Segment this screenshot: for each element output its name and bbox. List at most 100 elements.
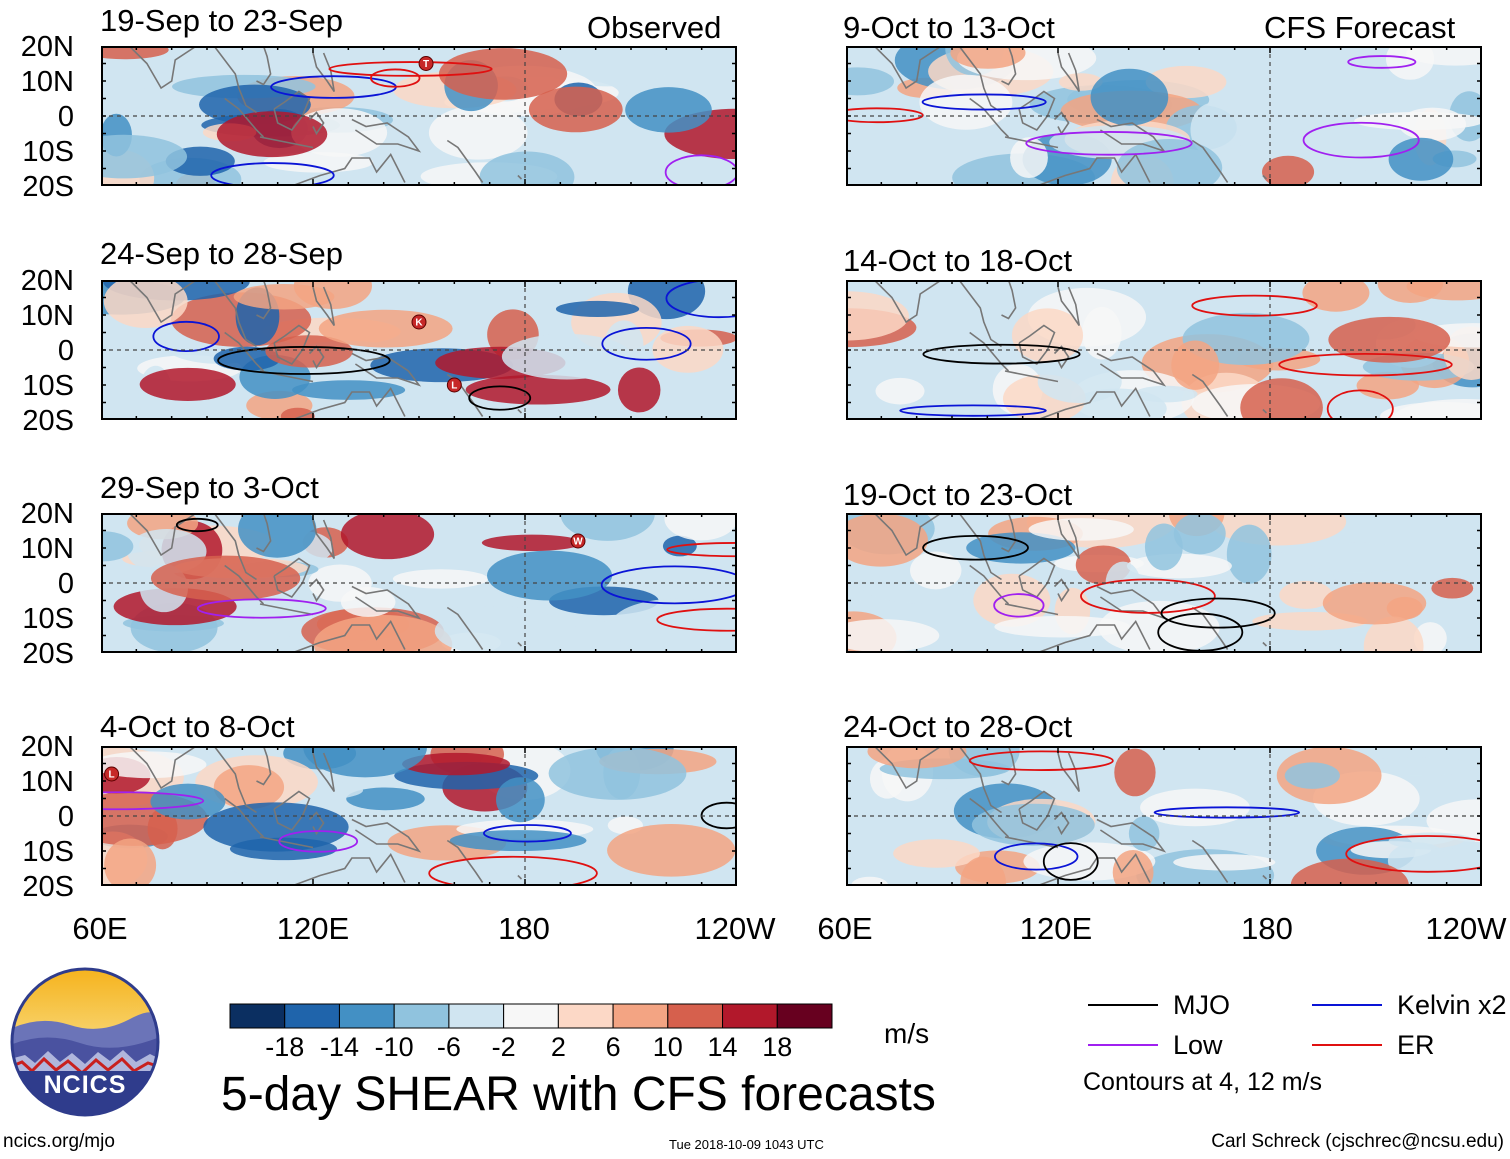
shear-blob [1128, 816, 1160, 852]
colorbar-swatch [229, 1003, 286, 1029]
colorbar-swatch [284, 1003, 340, 1029]
lon-tick-180-right: 180 [1241, 911, 1293, 946]
coastline [1096, 352, 1167, 387]
coastline [312, 286, 335, 326]
shear-blob [1226, 524, 1272, 584]
coastline [128, 746, 197, 790]
contour-line [656, 607, 737, 632]
contour-line [1278, 353, 1453, 377]
panel-frame [101, 513, 737, 653]
legend-mjo-label: MJO [1173, 990, 1230, 1020]
colorbar-swatch [776, 1003, 833, 1029]
coastline [1001, 280, 1017, 320]
shear-blob [1082, 306, 1122, 360]
coastline [1057, 286, 1080, 326]
shear-blob [548, 746, 687, 800]
lon-tick-60e-right: 60E [817, 911, 873, 946]
coastline [958, 280, 1002, 348]
lat-tick-label: 10S [22, 136, 74, 168]
coastline [256, 46, 272, 86]
colorbar-swatch [448, 1003, 505, 1029]
colorbar-swatch [503, 1003, 559, 1029]
shear-blob [486, 550, 613, 601]
shear-blob [971, 803, 1095, 846]
shear-blob [203, 802, 349, 852]
shear-blob [479, 151, 575, 186]
shear-blob [875, 377, 925, 405]
contour-line [921, 93, 1047, 111]
colorbar-tick-label: 10 [652, 1032, 683, 1062]
shear-blob [893, 839, 980, 868]
coastline [1096, 585, 1167, 620]
lat-tick-label: 20S [22, 638, 74, 670]
shear-blob [402, 752, 511, 776]
panel-frame [846, 280, 1482, 420]
lat-tick-label: 10S [22, 836, 74, 868]
coastline [351, 118, 422, 153]
coastline [224, 331, 265, 372]
contour-line [328, 61, 493, 77]
coastline [1004, 603, 1059, 616]
shear-field [846, 513, 1482, 653]
coastline [1191, 839, 1229, 883]
coastline [224, 564, 265, 605]
shear-field [101, 746, 737, 886]
contour-line [428, 855, 598, 886]
shear-blob [851, 876, 889, 886]
panel-title-obs-1: 19-Sep to 23-Sep [100, 3, 344, 38]
coastline [308, 111, 325, 136]
panel-frame [101, 746, 737, 886]
coastline [224, 97, 265, 138]
coastline [259, 603, 314, 616]
shear-blob [103, 280, 188, 328]
panel-frame [101, 46, 737, 186]
coastline [273, 90, 311, 132]
coastline [958, 513, 1002, 581]
coastline [308, 345, 325, 370]
shear-blob [1144, 523, 1183, 571]
coastline [1018, 90, 1056, 132]
coastline [1004, 136, 1059, 149]
coastline [1036, 387, 1151, 420]
contour-line [664, 154, 737, 186]
colorbar-tick-label: 6 [605, 1032, 621, 1062]
storm-marker-letter: L [109, 770, 115, 781]
colorbar-swatch [557, 1003, 614, 1029]
contour-line [1347, 55, 1417, 69]
lat-tick-label: 20N [20, 498, 74, 530]
contour-line [1080, 578, 1216, 614]
coastline [1057, 519, 1080, 559]
shear-blob [139, 367, 236, 402]
shear-blob [1356, 757, 1477, 776]
lat-tick-label: 20N [20, 731, 74, 763]
contour-line [1191, 294, 1318, 317]
coastline [1262, 174, 1268, 180]
lat-tick-label: 20N [20, 265, 74, 297]
shear-field [851, 746, 1482, 886]
legend-low-label: Low [1173, 1030, 1223, 1060]
lat-tick-label: 20N [20, 31, 74, 63]
lon-tick-120w-right: 120W [1425, 911, 1507, 946]
colorbar-tick-label: 2 [550, 1032, 566, 1062]
coastline [873, 280, 942, 324]
legend-mjo-line [1088, 1004, 1158, 1006]
colorbar-tick-label: -18 [265, 1032, 305, 1062]
colorbar [229, 1003, 833, 1029]
footer-url[interactable]: ncics.org/mjo [3, 1131, 115, 1152]
main-title: 5-day SHEAR with CFS forecasts [221, 1068, 936, 1121]
shear-field [846, 280, 1482, 420]
coastline [517, 408, 523, 414]
coastline [259, 836, 314, 849]
coastline [446, 606, 484, 650]
shear-field [101, 46, 737, 186]
shear-blob [434, 606, 564, 653]
lon-tick-60e-left: 60E [72, 911, 128, 946]
storm-marker-letter: L [451, 381, 457, 392]
coastline [1018, 324, 1056, 366]
observed-header: Observed [587, 10, 722, 45]
coastline [1057, 752, 1080, 792]
coastline [256, 280, 272, 320]
colorbar-tick-label: 14 [707, 1032, 738, 1062]
coastline [873, 746, 942, 790]
shear-blob [1322, 582, 1427, 625]
